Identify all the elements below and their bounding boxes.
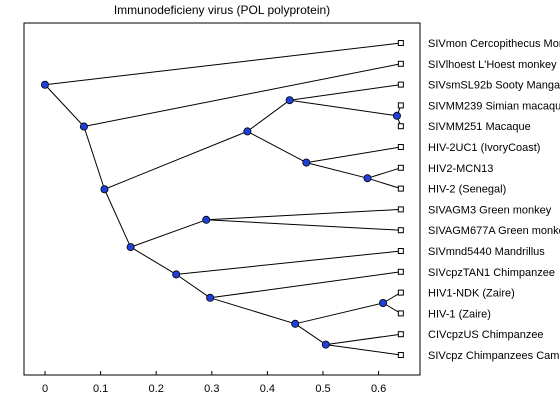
internal-node-N15 — [321, 340, 330, 349]
leaf-label: SIVmnd5440 Mandrillus — [428, 246, 545, 258]
branch-N8-N10 — [130, 219, 207, 248]
x-tick-label: 0.5 — [315, 383, 330, 395]
branch-N3-N4 — [104, 130, 248, 190]
leaf-label: SIVcpz Chimpanzees Cameroon — [428, 350, 560, 362]
branch-N10-L8 — [206, 208, 401, 221]
internal-node-N8 — [126, 243, 135, 252]
leaf-marker — [397, 268, 404, 275]
leaf-label: CIVcpzUS Chimpanzee — [428, 329, 544, 341]
leaf-marker — [397, 248, 404, 254]
internal-node-N6 — [302, 158, 311, 167]
branch-N6-N7 — [306, 162, 368, 179]
branch-N5-N9 — [289, 99, 398, 117]
leaf-marker — [397, 164, 404, 171]
x-tick-label: 0.3 — [204, 383, 219, 395]
leaf-marker — [397, 123, 404, 130]
branch-N11-L10 — [176, 250, 401, 275]
branch-N11-N12 — [175, 273, 211, 299]
leaf-label: SIVAGM677A Green monkey — [428, 225, 560, 237]
tree-branches — [44, 42, 402, 356]
internal-node-N7 — [363, 174, 372, 183]
leaf-marker — [397, 289, 404, 296]
leaf-label: SIVmon Cercopithecus Mona — [428, 38, 560, 50]
branch-N3-N8 — [104, 189, 132, 248]
branch-N15-L15 — [325, 344, 401, 356]
branch-N1-N2 — [44, 84, 85, 127]
leaf-marker — [397, 81, 404, 88]
leaf-label: SIVcpzTAN1 Chimpanzee — [428, 267, 555, 279]
leaf-marker — [397, 102, 404, 109]
branch-N7-L6 — [367, 167, 401, 179]
branch-N5-L2 — [289, 84, 401, 101]
internal-node-N12 — [206, 293, 215, 302]
x-axis: 0 0.1 0.2 0.3 0.4 0.5 0.6 — [42, 371, 386, 395]
x-tick-label: 0.4 — [260, 383, 275, 395]
branch-N4-N6 — [247, 130, 307, 164]
leaf-marker — [397, 60, 404, 67]
leaf-label: HIV-2 (Senegal) — [428, 184, 506, 196]
x-tick-label: 0.6 — [371, 383, 386, 395]
leaf-marker — [397, 40, 404, 46]
figure-title: Immunodeficieny virus (POL polyprotein) — [114, 3, 330, 17]
internal-node-N9 — [392, 111, 401, 120]
internal-node-N10 — [202, 215, 211, 224]
leaf-marker — [397, 227, 404, 234]
branch-N2-N3 — [83, 126, 105, 190]
leaf-marker — [397, 310, 404, 317]
leaf-label: HIV-1 (Zaire) — [428, 308, 491, 320]
branch-N8-N11 — [130, 246, 177, 275]
branch-N2-L1 — [83, 63, 401, 128]
branch-N7-L7 — [367, 177, 401, 190]
plot-frame — [23, 22, 421, 376]
leaf-marker — [397, 352, 404, 358]
branch-N13-N14 — [295, 302, 384, 325]
internal-node-N1 — [41, 80, 50, 89]
branch-N1-L0 — [44, 42, 401, 86]
leaf-marker — [397, 206, 404, 213]
tree-nodes — [41, 80, 401, 349]
leaf-label: HIV-2UC1 (IvoryCoast) — [428, 142, 540, 154]
branch-N4-N5 — [247, 99, 290, 132]
leaf-label: HIV2-MCN13 — [428, 163, 493, 175]
internal-node-N13 — [291, 319, 300, 328]
internal-node-N4 — [243, 127, 252, 136]
leaf-label: SIVAGM3 Green monkey — [428, 204, 552, 216]
tree-leaves: SIVmon Cercopithecus Mona SIVlhoest L'Hoe… — [397, 38, 560, 362]
branch-N13-N15 — [294, 323, 327, 346]
internal-node-N2 — [79, 122, 88, 131]
internal-node-N3 — [100, 185, 109, 194]
leaf-label: SIVsmSL92b Sooty Mangabey — [428, 80, 560, 92]
branch-N15-L14 — [325, 333, 401, 346]
branch-N12-N13 — [209, 297, 296, 325]
x-tick-label: 0 — [42, 383, 48, 395]
leaf-label: HIV1-NDK (Zaire) — [428, 288, 515, 300]
leaf-label: SIVlhoest L'Hoest monkey — [428, 59, 557, 71]
internal-node-N14 — [379, 298, 388, 307]
internal-node-N5 — [285, 96, 294, 105]
leaf-label: SIVMM239 Simian macaque — [428, 100, 560, 112]
leaf-marker — [397, 185, 404, 192]
x-tick-label: 0.2 — [149, 383, 164, 395]
branch-N10-L9 — [206, 219, 401, 231]
branch-N12-L11 — [210, 271, 401, 299]
internal-node-N11 — [172, 270, 181, 279]
leaf-label: SIVMM251 Macaque — [428, 121, 531, 133]
branch-N6-L5 — [306, 146, 401, 164]
leaf-marker — [397, 144, 404, 150]
leaf-marker — [397, 331, 404, 338]
x-tick-label: 0.1 — [93, 383, 108, 395]
